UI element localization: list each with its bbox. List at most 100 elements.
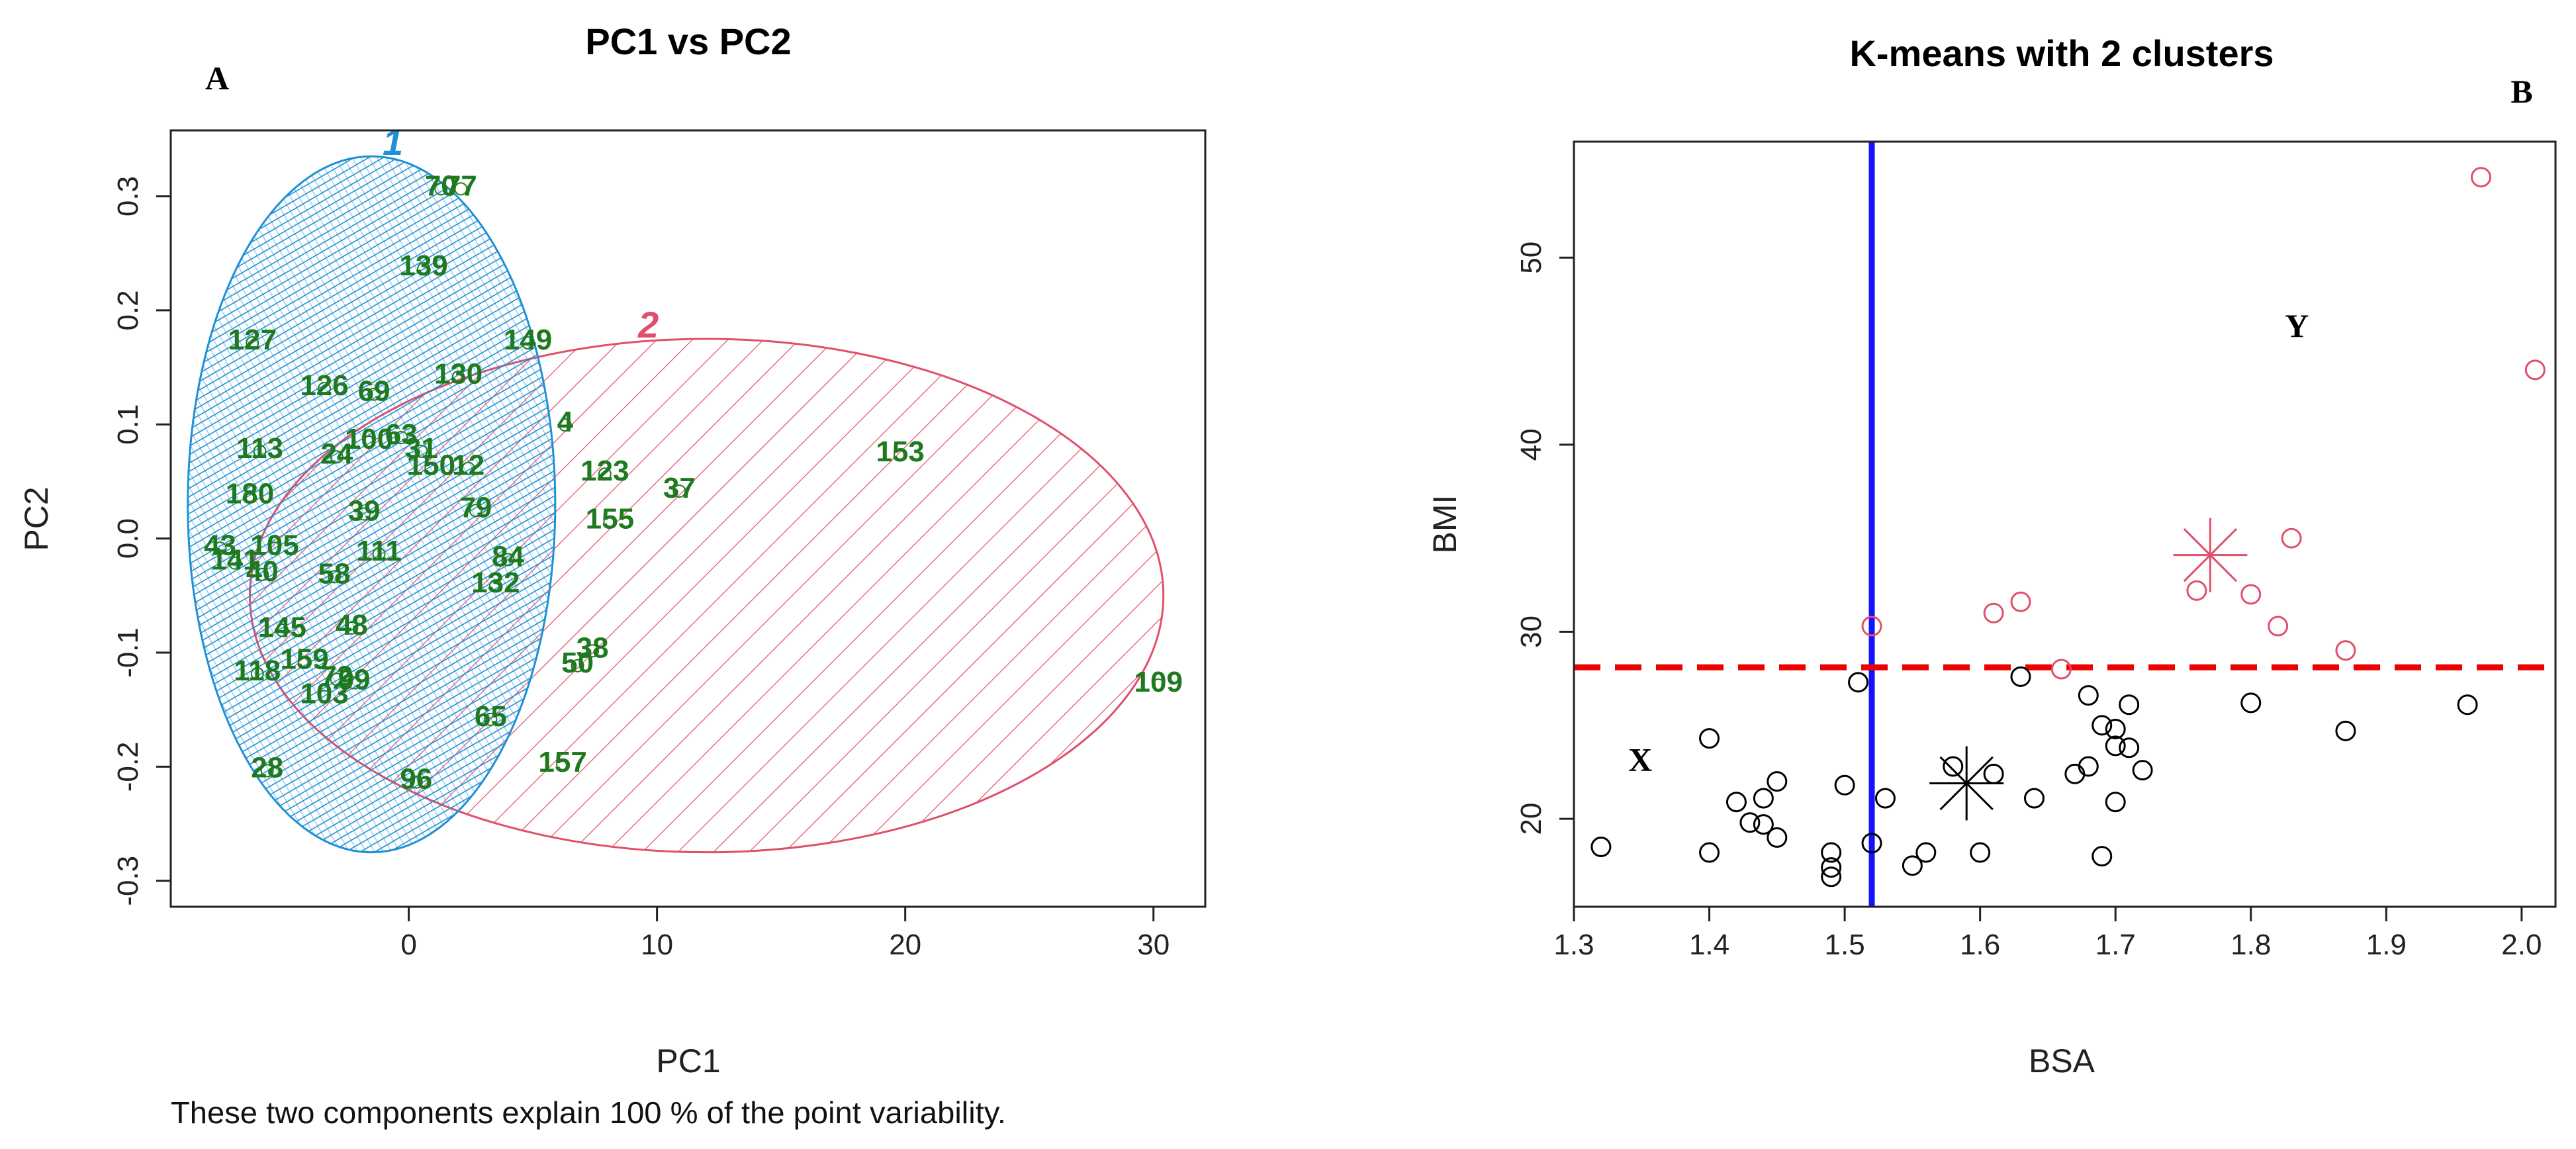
cluster-x-point [1874,788,1896,809]
point-label: 96 [400,763,432,796]
point-marker [243,490,257,504]
point-label: 157 [538,746,586,778]
point-marker [372,547,386,561]
point-label: 155 [586,503,634,535]
cluster-x-point [2092,846,2113,867]
cluster-y-point [1861,616,1882,637]
cluster-y-point [2268,616,2289,637]
x-tick-label: 1.8 [2231,929,2271,961]
cluster-x-point [1590,837,1612,858]
cluster-x-point [2078,756,2099,777]
y-tick-label: 20 [1515,803,1547,835]
point-marker [328,570,342,584]
cluster-x-point [1753,814,1774,835]
cluster-x-point [1943,756,1964,777]
cluster-x-point [1699,842,1720,863]
cluster-x-point [2092,715,2113,736]
point-marker [586,644,600,658]
point-label: 141 [210,544,259,576]
cluster-x-point [1821,842,1842,863]
point-marker [345,621,359,635]
cluster-x-point [2240,692,2262,713]
point-marker [394,431,408,445]
y-tick-label: 50 [1515,242,1547,274]
point-label: 180 [226,478,274,510]
point-label: 4 [557,406,574,438]
panel-a-x-axis-label: PC1 [656,1042,720,1080]
x-tick-label: 0 [400,929,416,961]
point-marker [469,504,483,518]
point-marker [275,623,289,637]
panel-a-x-axis: 0 10 20 30 [400,905,1170,961]
point-marker [330,672,344,686]
panel-b-label: B [2510,73,2532,110]
panel-a-y-axis-label: PC2 [18,486,55,551]
variability-note: These two components explain 100 % of th… [171,1095,1006,1130]
cluster-x-point [1848,672,1869,693]
point-marker [318,690,332,704]
cluster-1-label: 1 [383,121,403,163]
cluster-x-point [2064,763,2086,784]
x-tick-label: 20 [889,929,921,961]
point-marker [255,567,269,581]
cluster-x-point [1861,833,1882,854]
point-label: 48 [336,609,368,641]
cluster-x-point [2010,666,2031,687]
cluster-x-point [2335,720,2356,741]
point-marker [213,541,227,555]
point-marker [417,261,431,275]
point-marker [347,676,361,690]
point-marker [488,579,502,593]
point-marker [451,370,465,384]
cluster-x-point [1834,774,1855,796]
cluster-x-point [1970,842,1991,863]
point-marker [603,515,617,529]
point-label: 127 [228,324,277,356]
point-label: 37 [663,472,696,504]
cluster-y-point [2186,580,2207,601]
point-marker [1152,678,1166,692]
point-label: 40 [246,555,279,588]
cluster-x-point [1767,827,1788,848]
point-marker [409,775,423,789]
point-label: 38 [576,631,609,664]
point-marker [330,450,344,464]
point-label: 111 [356,535,402,567]
cluster-x-point [2105,792,2126,813]
cluster-y-point [2281,528,2302,549]
cluster-x-center [1929,746,2004,821]
point-label: 99 [338,664,371,696]
point-marker [558,418,572,432]
panel-a-title: PC1 vs PC2 [585,21,791,62]
point-label: 77 [445,169,477,202]
x-tick-label: 1.7 [2095,929,2136,961]
y-tick-label: 0.1 [112,404,144,445]
y-tick-label: 0.3 [112,176,144,216]
cluster-x-point [1739,812,1761,833]
cluster-y-point [2240,584,2262,605]
point-marker [250,666,264,680]
cluster-x-point [1983,763,2004,784]
y-tick-label: 0.0 [112,518,144,559]
cluster-x-point [1821,866,1842,888]
point-marker [521,336,535,350]
point-label: 145 [258,611,306,643]
x-tick-label: 30 [1137,929,1170,961]
point-marker [598,467,612,481]
point-label: 153 [876,436,924,468]
point-label: 31 [405,432,437,465]
point-marker [434,182,448,196]
y-tick-label: 40 [1515,428,1547,461]
panel-b-x-axis: 1.3 1.4 1.5 1.6 1.7 1.8 1.9 2.0 [1553,907,2542,961]
point-label: 70 [425,169,457,202]
y-tick-label: 30 [1515,616,1547,648]
cluster-x-point [2457,694,2478,715]
point-marker [424,461,438,475]
panel-b-plot-frame [1573,140,2557,908]
cluster-y-point [2335,640,2356,661]
point-marker [556,758,570,772]
panel-a-label: A [205,60,229,97]
